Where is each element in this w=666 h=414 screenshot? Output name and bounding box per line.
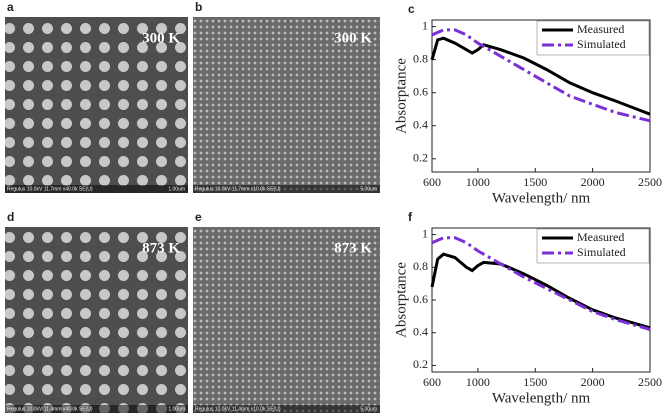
legend-label: Measured [577,22,624,36]
y-tick-label: 0.8 [413,51,428,65]
info-bar [5,405,188,413]
temperature-label: 300 K [142,30,180,46]
legend-label: Measured [577,230,624,244]
temperature-label: 873 K [334,240,372,256]
data-line [431,28,651,123]
data-line [430,36,651,116]
sem-image [5,17,188,193]
panel-label: d [7,210,14,224]
legend-box [536,228,650,264]
x-tick-label: 2000 [581,175,605,189]
panel-label: f [408,210,413,224]
sem-image [5,227,188,413]
data-line [430,252,651,330]
y-tick-label: 0.4 [413,324,428,338]
panel-label: b [195,0,202,14]
panel-label: c [408,2,415,16]
scale-text: 1.00um [168,186,185,192]
info-bar [193,405,380,413]
y-tick-label: 0.2 [413,357,428,371]
y-tick-label: 0.8 [413,259,428,273]
info-bar [5,185,188,193]
x-tick-label: 600 [423,175,441,189]
y-axis-label: Absorptance [393,58,409,134]
sem-image [193,227,380,413]
legend-label: Simulated [577,245,626,259]
sem-image [193,17,380,193]
y-tick-label: 0.6 [413,84,428,98]
data-line [431,236,651,331]
info-text: Regulus 10.0kV 11.4mm x40.0k SE(U) [7,406,93,412]
x-axis-label: Wavelength/ nm [492,190,591,206]
x-axis-label: Wavelength/ nm [492,390,591,406]
info-bar [193,185,380,193]
x-tick-label: 1000 [466,375,490,389]
x-tick-label: 600 [423,375,441,389]
temperature-label: 300 K [334,30,372,46]
x-tick-label: 2500 [638,175,662,189]
scale-text: 5.00um [360,406,377,412]
panel-label: e [195,210,202,224]
x-tick-label: 2500 [638,375,662,389]
info-text: Regulus 10.0kV 11.7mm x10.0k SE(U) [195,186,281,192]
y-axis-label: Absorptance [393,262,409,338]
temperature-label: 873 K [142,240,180,256]
y-tick-label: 1 [422,18,428,32]
y-tick-label: 1 [422,226,428,240]
y-tick-label: 0.2 [413,151,428,165]
y-tick-label: 0.6 [413,292,428,306]
info-text: Regulus 10.0kV 11.7mm x40.0k SE(U) [7,186,93,192]
y-tick-label: 0.4 [413,117,428,131]
scale-text: 1.00um [168,406,185,412]
scale-text: 5.00um [360,186,377,192]
plot-frame [431,19,651,173]
panel-label: a [7,0,14,14]
x-tick-label: 1500 [523,175,547,189]
x-tick-label: 1500 [523,375,547,389]
info-text: Regulus 10.0kV 11.4mm x10.0k SE(U) [195,406,281,412]
x-tick-label: 1000 [466,175,490,189]
legend-box [536,20,650,56]
x-tick-label: 2000 [581,375,605,389]
legend-label: Simulated [577,37,626,51]
